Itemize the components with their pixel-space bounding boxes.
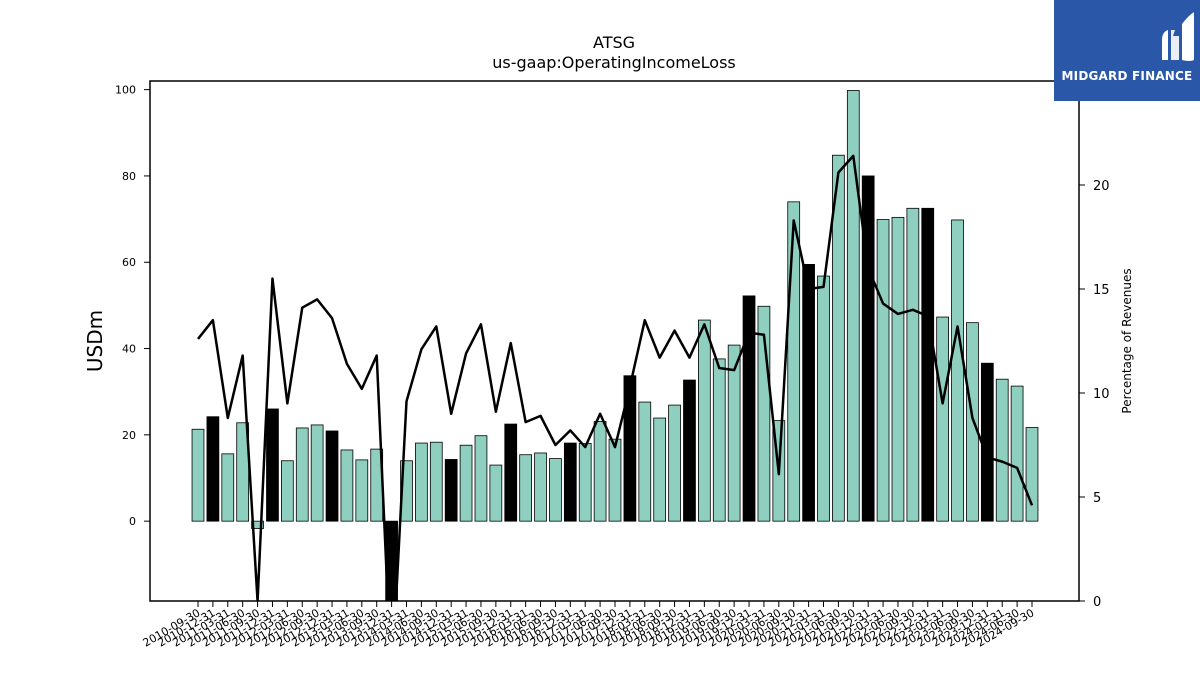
bar: [727, 344, 741, 522]
y2-axis-label: Percentage of Revenues: [1120, 268, 1134, 413]
bar: [415, 442, 428, 522]
bar: [906, 207, 920, 522]
bar: [861, 175, 875, 522]
bar: [563, 442, 577, 522]
bar: [519, 454, 533, 522]
bar: [1025, 427, 1039, 522]
bar: [951, 219, 964, 522]
bar: [653, 417, 667, 522]
bar: [191, 428, 205, 522]
chart-subtitle: us-gaap:OperatingIncomeLoss: [492, 53, 736, 72]
bar: [638, 401, 652, 522]
bar: [444, 459, 458, 522]
x-axis: 2010-09-302010-12-312011-03-312011-06-30…: [141, 601, 1037, 650]
y-tick-label: 0: [129, 515, 136, 528]
bar: [608, 438, 622, 522]
bar: [489, 464, 503, 522]
bar: [474, 435, 488, 522]
left-y-axis: 0 20 40 60 80 100: [115, 84, 150, 528]
bar: [832, 154, 845, 522]
logo-mark-icon: [1162, 12, 1194, 61]
bar: [266, 408, 279, 522]
midgard-finance-logo: MIDGARD FINANCE: [1054, 0, 1200, 101]
bar: [280, 460, 294, 522]
bar: [698, 319, 711, 522]
bar: [980, 362, 994, 522]
bar: [295, 427, 309, 522]
bar: [876, 219, 890, 522]
chart-title: ATSG: [593, 33, 635, 52]
bar: [817, 275, 830, 522]
percentage-line: [197, 154, 1034, 601]
bar: [846, 90, 860, 522]
logo-text: MIDGARD FINANCE: [1061, 69, 1193, 83]
bar: [921, 207, 935, 522]
bar: [534, 452, 547, 522]
bar: [549, 458, 562, 522]
bar: [206, 416, 220, 522]
bar: [966, 322, 979, 522]
y-axis-label: USDm: [83, 310, 107, 372]
bar: [578, 443, 592, 522]
bar: [310, 424, 324, 522]
y2-tick-label: 20: [1093, 179, 1110, 194]
y-tick-label: 60: [122, 256, 136, 269]
bar: [504, 423, 518, 522]
y2-tick-label: 5: [1093, 491, 1101, 506]
bar: [459, 444, 473, 522]
bar: [355, 459, 369, 522]
bar: [429, 441, 443, 522]
bar: [623, 375, 637, 522]
bar: [668, 404, 681, 522]
y2-tick-label: 0: [1093, 595, 1101, 610]
bar: [251, 520, 264, 529]
bar: [221, 453, 235, 522]
bar: [742, 295, 756, 522]
y-tick-label: 20: [122, 429, 136, 442]
line-layer: [197, 154, 1034, 601]
y2-tick-label: 10: [1093, 387, 1110, 402]
bar: [593, 421, 607, 522]
y-tick-label: 40: [122, 343, 136, 356]
bar: [936, 316, 950, 522]
right-y-axis: 0 5 10 15 20: [1079, 179, 1110, 610]
bar: [325, 430, 339, 522]
bar: [712, 358, 726, 522]
y2-tick-label: 15: [1093, 283, 1110, 298]
bar: [787, 201, 801, 522]
bar: [802, 263, 815, 522]
y-tick-label: 80: [122, 170, 136, 183]
bar: [891, 216, 905, 522]
bar: [340, 449, 354, 522]
bars-layer: [191, 90, 1039, 601]
bar: [1010, 385, 1024, 522]
bar: [683, 379, 696, 522]
bar: [995, 378, 1009, 522]
bar: [757, 305, 771, 522]
y-tick-label: 100: [115, 84, 136, 97]
